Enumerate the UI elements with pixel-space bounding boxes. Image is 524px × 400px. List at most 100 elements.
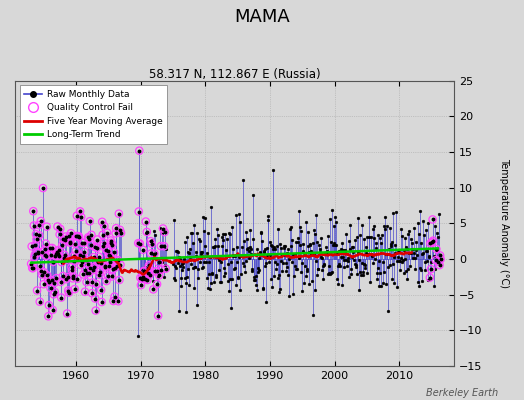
Point [80, 249, 89, 255]
Point [102, 278, 111, 284]
Point [53, 223, 62, 230]
Point [43, 277, 52, 283]
Point [89, 279, 97, 286]
Point [108, 241, 116, 248]
Point [426, 240, 434, 246]
Point [64, 287, 72, 294]
Point [34, 250, 42, 256]
Point [112, 225, 121, 231]
Point [157, 243, 165, 249]
Point [160, 243, 168, 250]
Point [146, 238, 155, 244]
Point [88, 290, 96, 296]
Point [115, 277, 124, 283]
Point [31, 251, 39, 258]
Point [35, 222, 43, 228]
Point [425, 274, 434, 281]
Point [141, 218, 150, 225]
Point [100, 240, 108, 246]
Point [150, 250, 159, 257]
Point [105, 259, 114, 266]
Point [43, 272, 51, 279]
Point [30, 222, 38, 229]
Point [38, 271, 46, 278]
Point [58, 259, 66, 265]
Point [111, 294, 119, 300]
Point [72, 248, 80, 254]
Point [101, 263, 110, 269]
Point [79, 271, 88, 278]
Point [38, 249, 47, 255]
Point [107, 240, 115, 246]
Point [37, 218, 45, 224]
Point [83, 270, 91, 276]
Point [79, 253, 87, 260]
Point [29, 208, 38, 214]
Point [106, 237, 115, 244]
Point [90, 264, 99, 270]
Point [103, 248, 112, 254]
Point [147, 250, 155, 257]
Point [56, 226, 64, 232]
Point [135, 148, 144, 154]
Point [117, 230, 125, 236]
Point [39, 281, 48, 288]
Point [59, 236, 68, 243]
Point [70, 253, 78, 259]
Point [74, 256, 83, 262]
Point [71, 286, 79, 292]
Point [94, 257, 103, 264]
Point [63, 274, 72, 280]
Point [89, 267, 97, 273]
Point [110, 298, 118, 304]
Point [436, 256, 445, 262]
Point [93, 236, 102, 243]
Point [51, 253, 60, 259]
Point [53, 248, 61, 255]
Point [160, 229, 169, 235]
Point [42, 253, 50, 259]
Point [57, 279, 65, 285]
Point [106, 253, 114, 259]
Point [75, 233, 83, 240]
Point [145, 272, 154, 278]
Point [436, 252, 444, 259]
Point [54, 251, 62, 258]
Point [429, 238, 438, 244]
Point [104, 273, 112, 279]
Point [115, 210, 123, 217]
Point [104, 252, 113, 258]
Point [37, 268, 46, 274]
Point [40, 269, 48, 276]
Point [78, 240, 86, 246]
Point [33, 287, 41, 294]
Text: Berkeley Earth: Berkeley Earth [425, 388, 498, 398]
Point [84, 234, 92, 240]
Point [91, 244, 99, 250]
Point [59, 273, 67, 279]
Y-axis label: Temperature Anomaly (°C): Temperature Anomaly (°C) [499, 158, 509, 288]
Point [27, 261, 35, 267]
Point [435, 262, 444, 268]
Point [137, 282, 145, 288]
Point [49, 307, 57, 313]
Point [67, 264, 75, 270]
Point [154, 312, 162, 319]
Point [71, 240, 80, 247]
Point [60, 252, 69, 258]
Point [96, 268, 104, 275]
Point [114, 257, 122, 263]
Point [34, 249, 42, 255]
Point [112, 230, 120, 237]
Point [99, 242, 107, 249]
Point [69, 272, 78, 279]
Point [46, 285, 54, 291]
Point [95, 272, 104, 278]
Point [110, 249, 118, 256]
Point [68, 267, 76, 274]
Point [87, 232, 95, 238]
Point [66, 238, 74, 245]
Title: 58.317 N, 112.867 E (Russia): 58.317 N, 112.867 E (Russia) [149, 68, 320, 81]
Point [109, 266, 117, 272]
Point [157, 266, 166, 273]
